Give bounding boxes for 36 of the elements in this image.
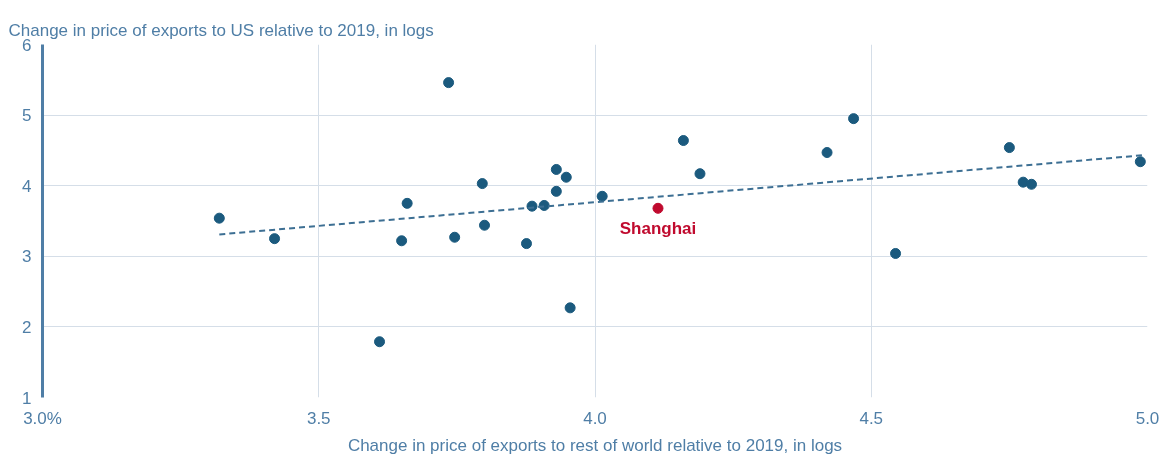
y-tick-label: 4 bbox=[22, 176, 32, 196]
point bbox=[677, 135, 689, 147]
point bbox=[443, 77, 455, 89]
point bbox=[890, 247, 902, 259]
point bbox=[520, 238, 532, 250]
point bbox=[550, 163, 562, 175]
series-label: Shanghai bbox=[619, 219, 697, 239]
point bbox=[213, 212, 225, 224]
x-tick-label: 5.0 bbox=[1135, 408, 1160, 428]
point bbox=[479, 219, 490, 231]
y-tick-label: 3 bbox=[22, 247, 32, 267]
x-tick-label: 4.5 bbox=[859, 408, 884, 428]
point bbox=[1134, 156, 1146, 168]
point bbox=[396, 235, 408, 247]
x-axis-title: Change in price of exports to rest of world relative to 2019, in logs bbox=[347, 435, 843, 455]
y-tick-label: 2 bbox=[22, 317, 32, 337]
point bbox=[1025, 178, 1037, 190]
x-tick-label: 4.0 bbox=[583, 408, 607, 428]
point bbox=[848, 113, 860, 125]
point bbox=[564, 302, 576, 314]
y-tick-label: 5 bbox=[22, 106, 32, 126]
point bbox=[821, 147, 833, 159]
point bbox=[652, 202, 664, 214]
point bbox=[560, 171, 572, 183]
point bbox=[269, 233, 281, 245]
point bbox=[401, 197, 413, 209]
point bbox=[694, 168, 706, 180]
point bbox=[550, 185, 562, 197]
point bbox=[596, 190, 608, 202]
y-tick-label: 1 bbox=[22, 388, 32, 408]
point bbox=[449, 231, 461, 243]
x-tick-label: 3.5 bbox=[306, 408, 331, 428]
point bbox=[1003, 142, 1015, 154]
point bbox=[374, 336, 386, 348]
x-tick-label: 3.0% bbox=[23, 408, 62, 428]
point bbox=[476, 178, 488, 190]
